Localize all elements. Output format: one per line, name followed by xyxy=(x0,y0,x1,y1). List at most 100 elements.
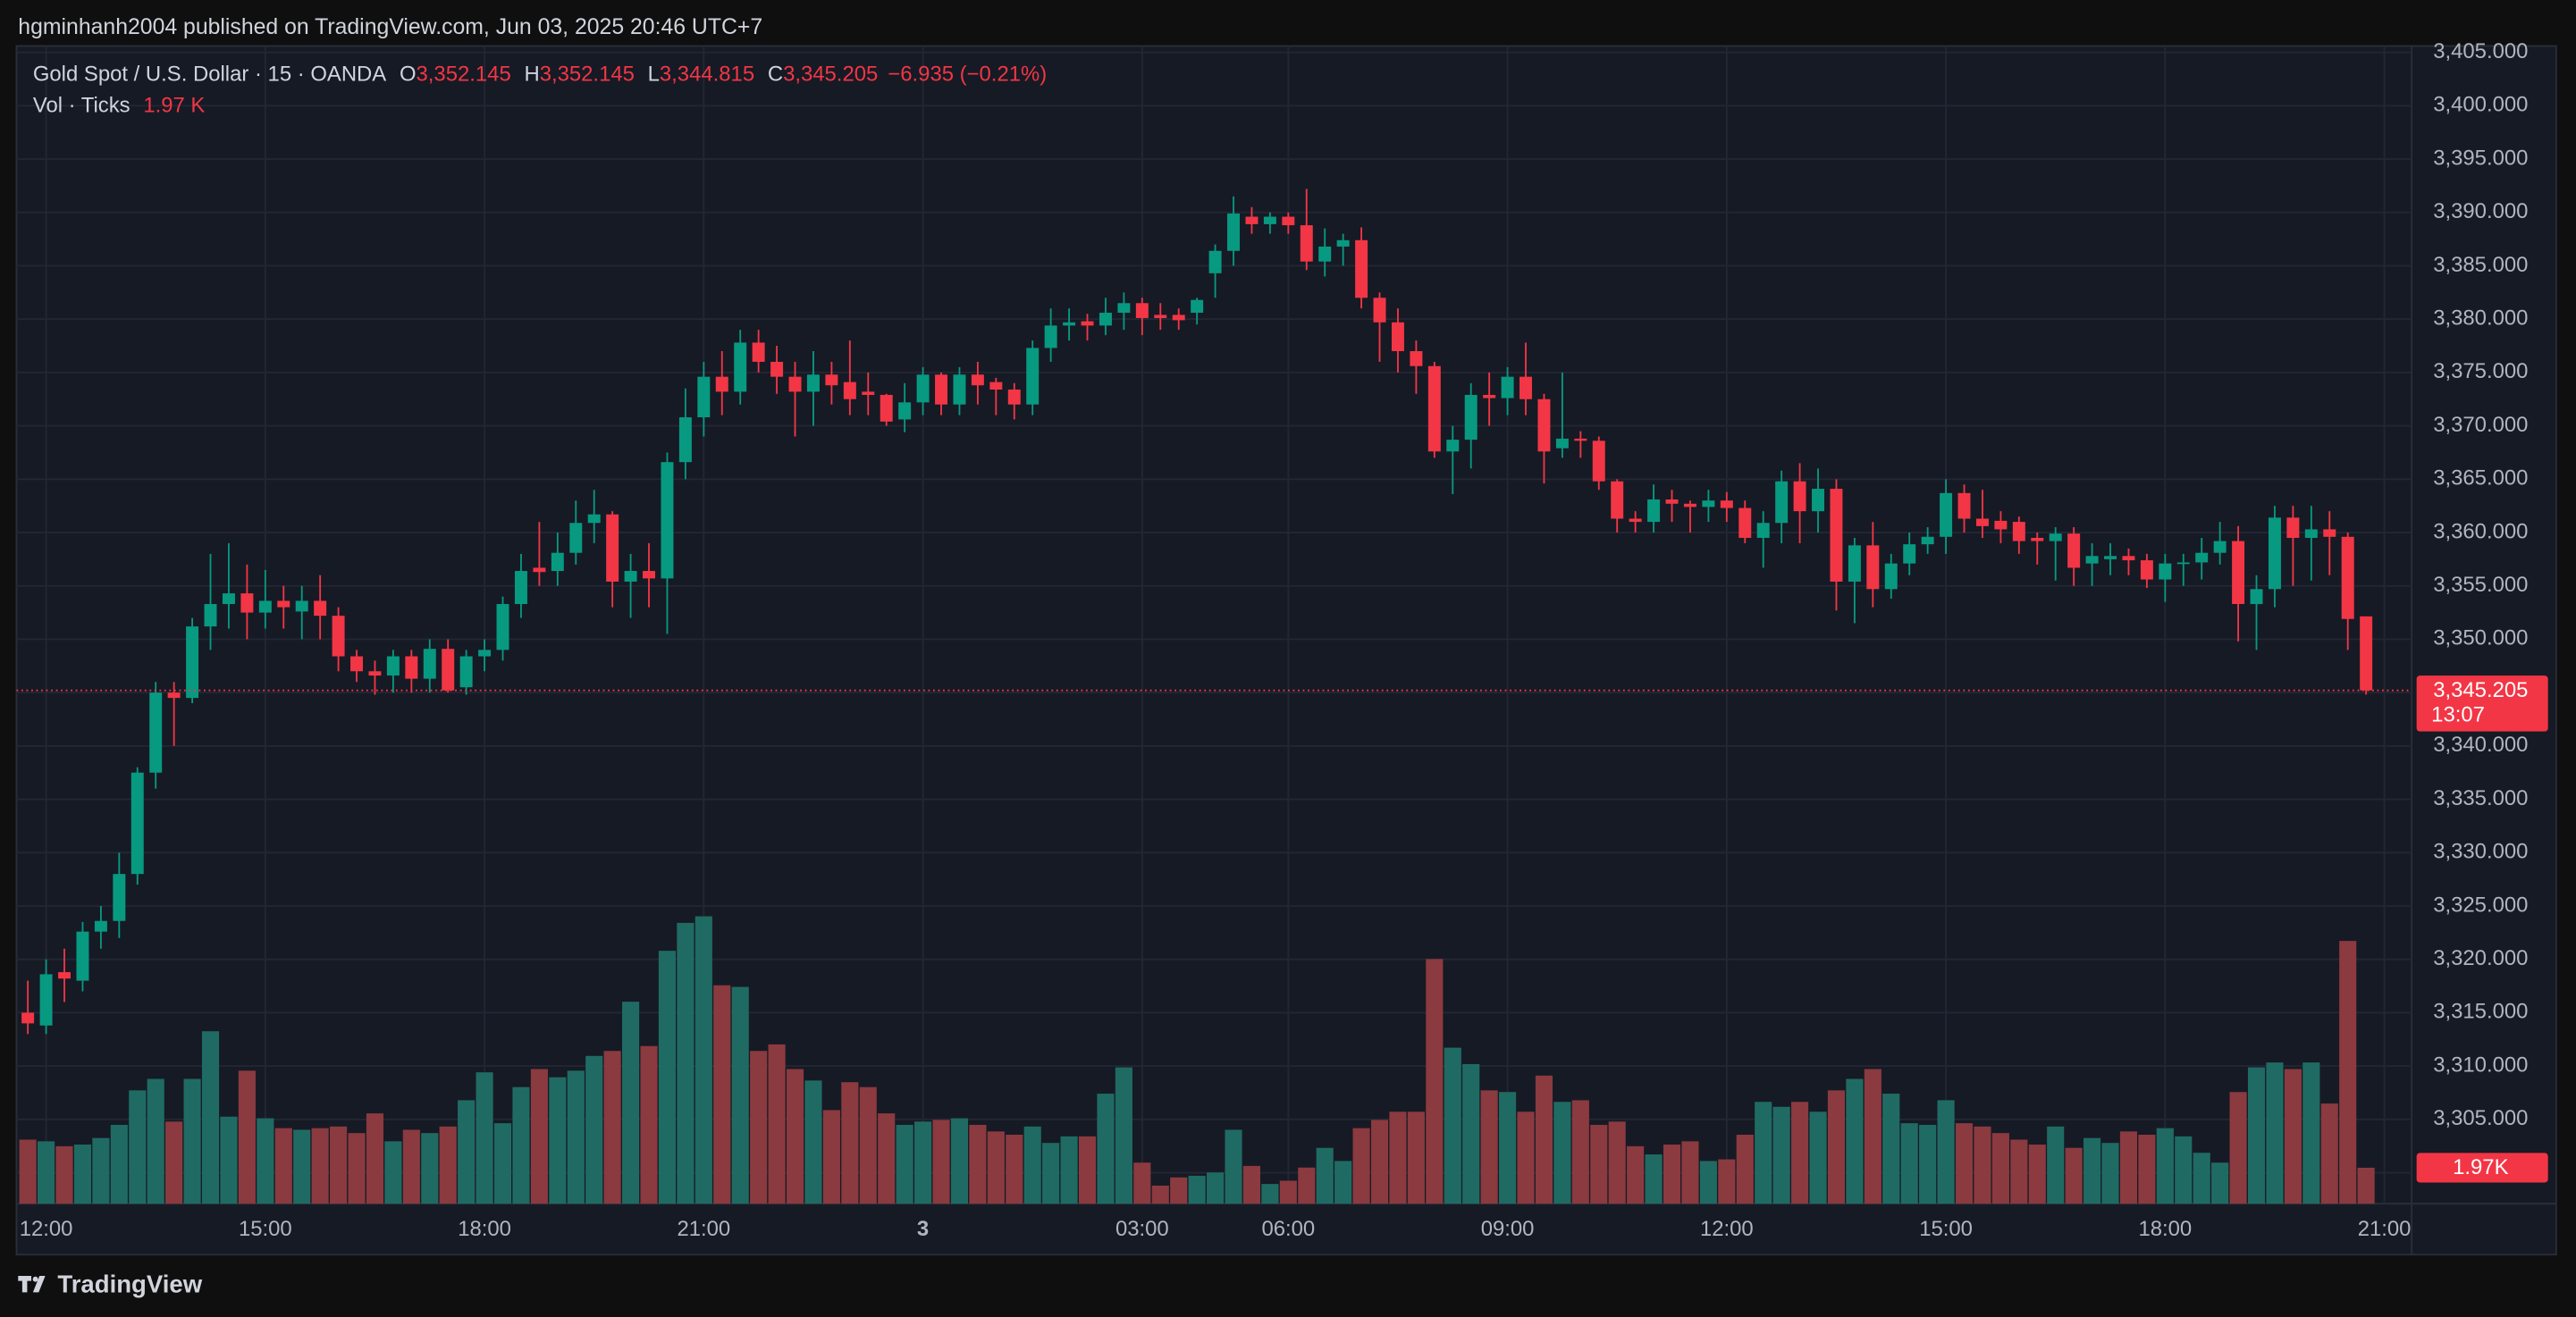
volume-bar xyxy=(2047,1126,2065,1204)
candle-body xyxy=(2268,517,2281,590)
volume-bar xyxy=(731,986,749,1204)
volume-bar xyxy=(1827,1090,1846,1204)
volume-bar xyxy=(914,1121,932,1204)
volume-bar xyxy=(2119,1131,2138,1204)
candle-body xyxy=(2012,522,2025,541)
y-tick-label: 3,355.000 xyxy=(2433,573,2528,597)
volume-bar xyxy=(2175,1136,2193,1204)
volume-bar xyxy=(1608,1121,1626,1204)
y-tick-label: 3,390.000 xyxy=(2433,199,2528,223)
candle-body xyxy=(1738,508,1752,538)
volume-bar xyxy=(512,1086,530,1204)
candle-body xyxy=(734,342,747,392)
candle-body xyxy=(186,626,199,699)
volume-bar xyxy=(1736,1134,1754,1204)
candle-body xyxy=(1135,303,1149,318)
legend-l: L xyxy=(648,63,660,87)
volume-bar xyxy=(165,1121,183,1204)
logo-mark xyxy=(18,1276,46,1293)
candle-body xyxy=(167,692,181,699)
volume-bar xyxy=(804,1080,822,1204)
candle-body xyxy=(130,772,144,875)
candle-body xyxy=(862,391,875,395)
candle-body xyxy=(1866,545,1880,590)
candle-body xyxy=(2195,552,2209,563)
volume-bar xyxy=(695,916,712,1204)
volume-bar xyxy=(1298,1167,1316,1204)
candle-body xyxy=(204,604,217,627)
volume-bar xyxy=(1535,1075,1553,1204)
candle-body xyxy=(1884,563,1898,590)
candle-body xyxy=(624,571,637,582)
volume-bar xyxy=(950,1118,969,1204)
volume-bar xyxy=(750,1051,768,1204)
candle-body xyxy=(514,571,527,605)
candle-body xyxy=(569,523,583,553)
y-tick-label: 3,360.000 xyxy=(2433,519,2528,543)
legend-low: 3,344.815 xyxy=(660,63,754,87)
candle-body xyxy=(2104,556,2117,559)
volume-bar xyxy=(92,1137,110,1204)
volume-bar xyxy=(2065,1147,2083,1204)
volume-bar xyxy=(1882,1094,1900,1204)
candle-body xyxy=(149,692,163,773)
candle-body xyxy=(1940,492,1953,537)
candle-body xyxy=(2323,529,2336,537)
y-tick-label: 3,385.000 xyxy=(2433,253,2528,277)
candle-body xyxy=(587,514,601,524)
volume-bar xyxy=(1334,1161,1352,1204)
candle-body xyxy=(2085,556,2099,564)
candle-body xyxy=(1355,239,1368,298)
candle-body xyxy=(1957,492,1971,519)
candle-body xyxy=(1427,365,1441,452)
volume-bar xyxy=(476,1072,493,1204)
candle-body xyxy=(2176,562,2190,565)
candle-body xyxy=(1812,489,1825,512)
volume-bar xyxy=(439,1126,457,1204)
volume-bar xyxy=(1699,1161,1717,1204)
candle-body xyxy=(1574,438,1587,441)
volume-bar xyxy=(878,1113,896,1204)
volume-bar xyxy=(768,1044,786,1204)
candle-body xyxy=(2341,536,2354,619)
candle-body xyxy=(2140,560,2153,580)
axes: 3,300.0003,305.0003,310.0003,315.0003,32… xyxy=(16,39,2548,1241)
brand-name: TradingView xyxy=(57,1270,202,1297)
legend-high: 3,352.145 xyxy=(540,63,635,87)
candle-body xyxy=(843,382,856,399)
candle-body xyxy=(442,649,455,691)
candle-body xyxy=(661,462,674,579)
volume-bar xyxy=(238,1070,256,1204)
candle-body xyxy=(2031,537,2044,541)
volume-bar xyxy=(1006,1134,1023,1204)
volume-bar xyxy=(38,1141,55,1204)
volume-bar xyxy=(458,1100,476,1204)
volume-bar xyxy=(110,1124,128,1204)
volume-bar xyxy=(1517,1111,1535,1204)
candle-body xyxy=(39,974,53,1026)
volume-bar xyxy=(859,1086,877,1204)
legend-close: 3,345.205 xyxy=(783,63,878,87)
volume-bar xyxy=(2302,1062,2320,1204)
candle-body xyxy=(94,920,107,932)
x-tick-label: 15:00 xyxy=(239,1217,292,1241)
volume-bar xyxy=(987,1131,1005,1204)
volume-bar xyxy=(1261,1184,1279,1204)
candle-body xyxy=(1720,500,1733,508)
volume-bar xyxy=(147,1078,164,1204)
candle-body xyxy=(770,361,784,377)
volume-bar xyxy=(2156,1128,2174,1204)
candle-body xyxy=(1245,216,1259,224)
candle-body xyxy=(916,374,930,403)
volume-bar xyxy=(1279,1180,1297,1204)
candle-body xyxy=(459,656,473,688)
candle-body xyxy=(1154,315,1167,318)
candle-body xyxy=(222,593,235,605)
logo-dot xyxy=(32,1276,38,1282)
volume-title: Vol · Ticks xyxy=(33,94,130,118)
volume-label-box xyxy=(2416,1153,2548,1183)
candle-body xyxy=(1592,440,1605,482)
candle-body xyxy=(405,656,418,679)
volume-bar xyxy=(1133,1162,1151,1204)
volume-bar xyxy=(2266,1062,2284,1204)
